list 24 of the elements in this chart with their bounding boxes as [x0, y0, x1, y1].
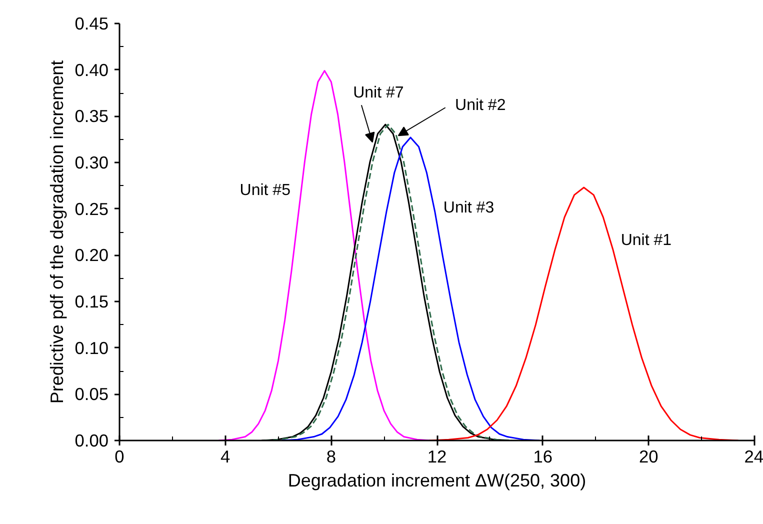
- y-tick-label: 0.25: [74, 198, 109, 219]
- x-tick-label: 20: [639, 446, 658, 466]
- x-tick-label: 8: [326, 446, 336, 466]
- y-tick-label: 0.45: [74, 14, 109, 34]
- y-tick-label: 0.10: [74, 338, 109, 358]
- y-axis-title: Predictive pdf of the degradation increment: [46, 60, 67, 404]
- annotation: Unit #2: [455, 97, 506, 114]
- y-tick-label: 0.40: [74, 60, 109, 80]
- y-tick-label: 0.15: [74, 292, 109, 312]
- x-tick-label: 24: [744, 446, 763, 466]
- y-tick-label: 0.20: [74, 245, 109, 266]
- annotation: Unit #7: [353, 84, 404, 102]
- y-tick-label: 0.05: [74, 384, 109, 404]
- y-tick-label: 0.30: [74, 152, 109, 172]
- y-tick-label: 0.35: [74, 106, 109, 126]
- annotation: Unit #5: [240, 182, 291, 199]
- x-axis-title: Degradation increment ΔW(250, 300): [288, 470, 586, 490]
- y-tick-label: 0.00: [74, 430, 109, 450]
- x-tick-label: 0: [114, 446, 124, 466]
- x-tick-label: 16: [533, 446, 552, 466]
- annotation: Unit #3: [443, 199, 494, 216]
- annotation: Unit #1: [620, 232, 672, 249]
- x-tick-label: 12: [427, 446, 447, 466]
- x-tick-label: 4: [220, 446, 231, 466]
